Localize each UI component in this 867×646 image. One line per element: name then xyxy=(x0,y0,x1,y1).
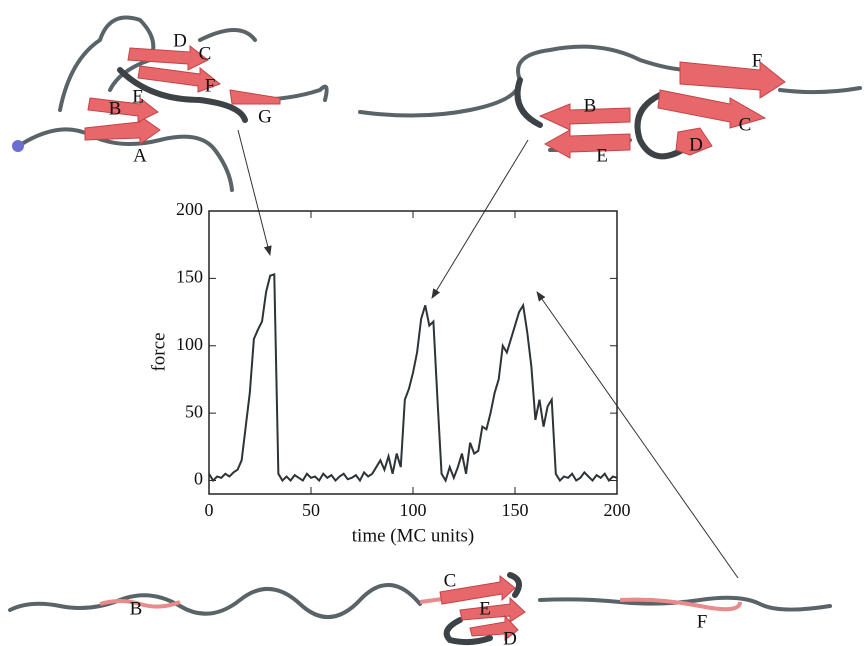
y-tick-label: 200 xyxy=(176,199,203,219)
pointers xyxy=(237,129,739,579)
strand-label: D xyxy=(689,134,703,155)
strand-label: A xyxy=(133,145,147,166)
strand-label: E xyxy=(596,145,608,166)
strand-label: C xyxy=(739,114,752,135)
y-tick-label: 100 xyxy=(176,334,203,354)
protein-top-left xyxy=(12,15,329,192)
x-tick-label: 50 xyxy=(302,500,320,520)
y-axis-title: force xyxy=(148,332,169,371)
protein-top-right xyxy=(358,44,862,160)
x-axis-title: time (MC units) xyxy=(352,525,474,546)
protein-bottom xyxy=(8,572,832,646)
force-line xyxy=(208,272,618,483)
x-tick-label: 200 xyxy=(604,500,631,520)
y-tick-label: 0 xyxy=(194,469,203,489)
x-tick-label: 150 xyxy=(502,500,529,520)
strand-label: B xyxy=(109,98,122,119)
y-tick-label: 150 xyxy=(176,267,203,287)
strand-label: B xyxy=(130,598,143,619)
strand-label: F xyxy=(752,50,763,71)
strand-label: C xyxy=(444,570,457,591)
strand-label: G xyxy=(258,106,272,127)
plot-frame xyxy=(208,210,618,495)
strand-label: F xyxy=(205,75,216,96)
strand-label: E xyxy=(479,598,491,619)
strand-label: D xyxy=(173,30,187,51)
x-tick-label: 0 xyxy=(205,500,214,520)
strand-label: D xyxy=(503,628,517,646)
strand-label: B xyxy=(584,95,597,116)
strand-label: C xyxy=(199,43,212,64)
strand-label: E xyxy=(132,86,144,107)
y-tick-label: 50 xyxy=(185,401,203,421)
x-tick-label: 100 xyxy=(400,500,427,520)
strand-label: F xyxy=(697,611,708,632)
